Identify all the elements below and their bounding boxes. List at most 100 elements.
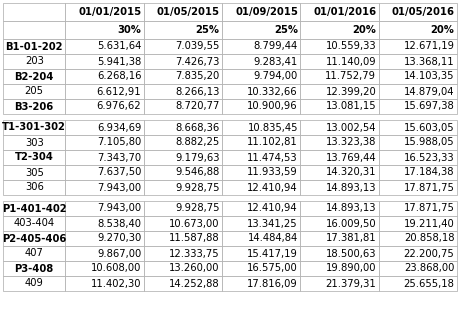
Bar <box>378 99 456 114</box>
Text: 20%: 20% <box>430 25 453 35</box>
Bar <box>222 180 300 195</box>
Bar <box>300 231 378 246</box>
Text: 17.871,75: 17.871,75 <box>403 204 453 213</box>
Bar <box>65 39 144 54</box>
Text: P1-401-402: P1-401-402 <box>2 204 67 213</box>
Bar <box>378 84 456 99</box>
Bar <box>222 84 300 99</box>
Bar <box>144 69 222 84</box>
Text: 15.988,05: 15.988,05 <box>403 138 453 148</box>
Bar <box>378 39 456 54</box>
Text: 14.252,88: 14.252,88 <box>168 278 219 289</box>
Text: 21.379,31: 21.379,31 <box>325 278 375 289</box>
Bar <box>300 84 378 99</box>
Text: 7.943,00: 7.943,00 <box>97 182 141 193</box>
Text: 13.341,25: 13.341,25 <box>247 219 297 228</box>
Bar <box>300 21 378 39</box>
Text: 14.879,04: 14.879,04 <box>403 86 453 97</box>
Text: 17.184,38: 17.184,38 <box>403 167 453 178</box>
Bar <box>300 216 378 231</box>
Text: 7.426,73: 7.426,73 <box>175 57 219 67</box>
Text: 11.102,81: 11.102,81 <box>246 138 297 148</box>
Bar <box>65 135 144 150</box>
Text: 409: 409 <box>25 278 44 289</box>
Text: 9.928,75: 9.928,75 <box>175 204 219 213</box>
Bar <box>378 135 456 150</box>
Bar <box>300 54 378 69</box>
Bar <box>65 84 144 99</box>
Bar <box>300 246 378 261</box>
Text: 9.283,41: 9.283,41 <box>253 57 297 67</box>
Text: 205: 205 <box>25 86 44 97</box>
Bar <box>222 276 300 291</box>
Text: 305: 305 <box>25 167 44 178</box>
Text: 14.320,31: 14.320,31 <box>325 167 375 178</box>
Bar <box>378 180 456 195</box>
Bar <box>222 54 300 69</box>
Bar <box>3 231 65 246</box>
Text: 8.538,40: 8.538,40 <box>97 219 141 228</box>
Bar <box>65 261 144 276</box>
Text: 01/01/2015: 01/01/2015 <box>78 7 141 17</box>
Bar <box>65 69 144 84</box>
Text: 13.260,00: 13.260,00 <box>169 263 219 274</box>
Text: 11.933,59: 11.933,59 <box>246 167 297 178</box>
Text: 7.039,55: 7.039,55 <box>175 42 219 52</box>
Text: 11.587,88: 11.587,88 <box>168 234 219 244</box>
Text: 14.893,13: 14.893,13 <box>325 204 375 213</box>
Text: B2-204: B2-204 <box>15 71 54 82</box>
Bar <box>65 165 144 180</box>
Text: 19.211,40: 19.211,40 <box>403 219 453 228</box>
Text: 407: 407 <box>25 249 44 259</box>
Bar <box>378 150 456 165</box>
Bar <box>222 246 300 261</box>
Bar <box>378 54 456 69</box>
Bar <box>3 54 65 69</box>
Bar <box>300 39 378 54</box>
Text: 11.474,53: 11.474,53 <box>247 153 297 163</box>
Text: 15.697,38: 15.697,38 <box>403 101 453 111</box>
Bar <box>222 165 300 180</box>
Bar <box>65 21 144 39</box>
Bar <box>144 165 222 180</box>
Text: 18.500,63: 18.500,63 <box>325 249 375 259</box>
Bar <box>300 261 378 276</box>
Text: 14.893,13: 14.893,13 <box>325 182 375 193</box>
Bar <box>378 120 456 135</box>
Bar <box>144 135 222 150</box>
Bar <box>144 120 222 135</box>
Text: 16.523,33: 16.523,33 <box>403 153 453 163</box>
Text: 13.368,11: 13.368,11 <box>403 57 453 67</box>
Text: B3-206: B3-206 <box>15 101 54 111</box>
Text: 10.608,00: 10.608,00 <box>91 263 141 274</box>
Text: 20%: 20% <box>352 25 375 35</box>
Text: 10.900,96: 10.900,96 <box>247 101 297 111</box>
Text: 6.612,91: 6.612,91 <box>96 86 141 97</box>
Text: 7.835,20: 7.835,20 <box>175 71 219 82</box>
Text: 7.343,70: 7.343,70 <box>97 153 141 163</box>
Text: 17.381,81: 17.381,81 <box>325 234 375 244</box>
Text: 7.105,80: 7.105,80 <box>97 138 141 148</box>
Text: 01/05/2016: 01/05/2016 <box>391 7 453 17</box>
Bar <box>222 69 300 84</box>
Bar <box>300 120 378 135</box>
Bar <box>3 165 65 180</box>
Bar <box>300 135 378 150</box>
Text: 01/01/2016: 01/01/2016 <box>313 7 375 17</box>
Bar <box>378 261 456 276</box>
Text: 30%: 30% <box>117 25 141 35</box>
Text: 16.575,00: 16.575,00 <box>246 263 297 274</box>
Text: 9.270,30: 9.270,30 <box>97 234 141 244</box>
Bar <box>300 69 378 84</box>
Bar <box>222 150 300 165</box>
Text: 6.976,62: 6.976,62 <box>96 101 141 111</box>
Text: 12.399,20: 12.399,20 <box>325 86 375 97</box>
Text: 9.928,75: 9.928,75 <box>175 182 219 193</box>
Bar <box>3 216 65 231</box>
Text: 25.655,18: 25.655,18 <box>403 278 453 289</box>
Bar <box>378 21 456 39</box>
Text: 12.410,94: 12.410,94 <box>247 182 297 193</box>
Bar <box>378 246 456 261</box>
Bar <box>300 150 378 165</box>
Bar <box>3 201 65 216</box>
